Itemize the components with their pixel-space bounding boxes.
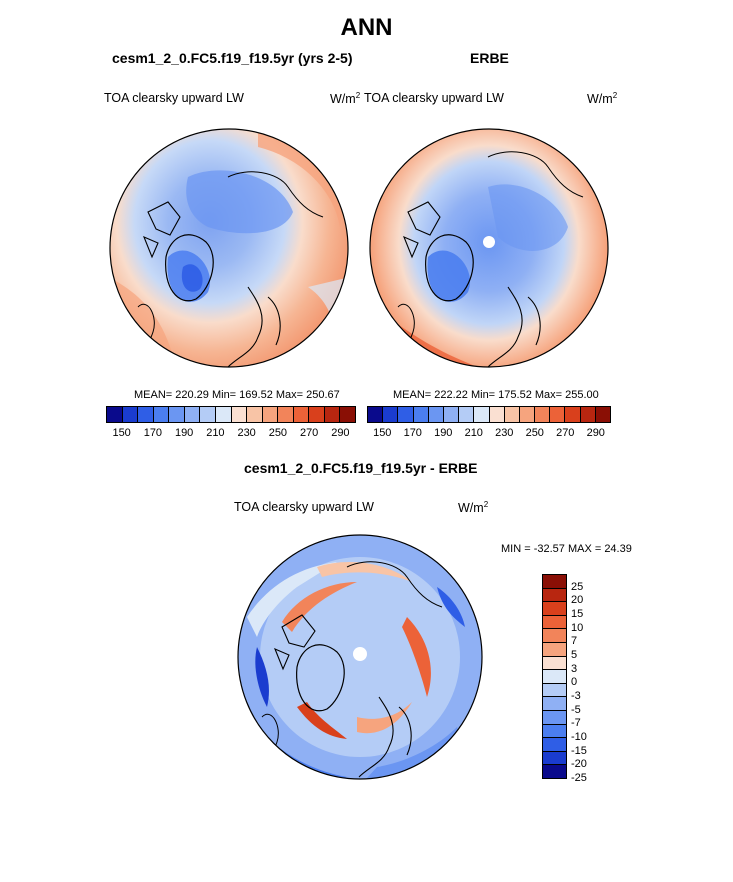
colorbar-box bbox=[543, 642, 566, 657]
colorbar-tick-label: 290 bbox=[586, 427, 605, 439]
obs-units-label: W/m2 bbox=[587, 91, 618, 107]
colorbar-box bbox=[550, 407, 566, 422]
colorbar-box bbox=[340, 407, 355, 422]
diff-stats-label: MIN = -32.57 MAX = 24.39 bbox=[501, 543, 632, 555]
colorbar-box bbox=[543, 670, 566, 684]
colorbar-box bbox=[200, 407, 216, 422]
colorbar-box bbox=[278, 407, 294, 422]
colorbar-box bbox=[543, 575, 566, 589]
model-units-label: W/m2 bbox=[330, 91, 361, 107]
colorbar-box bbox=[428, 407, 444, 422]
colorbar-box bbox=[368, 407, 384, 422]
colorbar-tick-label: 7 bbox=[571, 635, 578, 648]
colorbar-box bbox=[138, 407, 154, 422]
colorbar-box bbox=[543, 724, 566, 739]
colorbar-tick-label: -5 bbox=[571, 703, 581, 716]
model-stats-label: MEAN= 220.29 Min= 169.52 Max= 250.67 bbox=[134, 389, 340, 401]
colorbar-box bbox=[413, 407, 429, 422]
obs-variable-label: TOA clearsky upward LW bbox=[364, 91, 504, 105]
obs-colorbar bbox=[367, 406, 611, 423]
model-polar-map bbox=[109, 128, 349, 368]
colorbar-tick-label: 170 bbox=[403, 427, 422, 439]
colorbar-box bbox=[231, 407, 248, 422]
colorbar-tick-label: 0 bbox=[571, 676, 578, 689]
colorbar-box bbox=[459, 407, 475, 422]
model-panel-title: cesm1_2_0.FC5.f19_f19.5yr (yrs 2-5) bbox=[112, 50, 353, 66]
colorbar-box bbox=[247, 407, 263, 422]
colorbar-box bbox=[169, 407, 185, 422]
model-colorbar bbox=[106, 406, 356, 423]
colorbar-tick-label: -15 bbox=[571, 744, 587, 757]
colorbar-box bbox=[293, 407, 310, 422]
colorbar-tick-label: 270 bbox=[299, 427, 319, 439]
colorbar-box bbox=[122, 407, 139, 422]
model-variable-label: TOA clearsky upward LW bbox=[104, 91, 244, 105]
colorbar-tick-label: 190 bbox=[174, 427, 194, 439]
colorbar-tick-label: 15 bbox=[571, 608, 584, 620]
colorbar-tick-label: 150 bbox=[373, 427, 392, 439]
colorbar-box bbox=[215, 407, 232, 422]
colorbar-tick-label: 250 bbox=[525, 427, 544, 439]
obs-stats-label: MEAN= 222.22 Min= 175.52 Max= 255.00 bbox=[393, 389, 599, 401]
colorbar-tick-label: 170 bbox=[143, 427, 163, 439]
colorbar-tick-label: 190 bbox=[434, 427, 453, 439]
colorbar-tick-label: -10 bbox=[571, 731, 587, 743]
diff-panel-title: cesm1_2_0.FC5.f19_f19.5yr - ERBE bbox=[244, 460, 478, 476]
colorbar-tick-label: 10 bbox=[571, 621, 584, 634]
diff-polar-map bbox=[237, 534, 483, 780]
colorbar-tick-label: 230 bbox=[495, 427, 514, 439]
colorbar-tick-label: 25 bbox=[571, 580, 584, 593]
colorbar-box bbox=[262, 407, 279, 422]
obs-polar-map bbox=[369, 128, 609, 368]
colorbar-box bbox=[504, 407, 520, 422]
colorbar-box bbox=[107, 407, 123, 422]
colorbar-tick-label: 150 bbox=[112, 427, 131, 439]
colorbar-box bbox=[535, 407, 551, 422]
colorbar-box bbox=[443, 407, 460, 422]
main-title: ANN bbox=[340, 14, 393, 41]
colorbar-tick-label: -3 bbox=[571, 690, 581, 702]
colorbar-box bbox=[543, 629, 566, 643]
colorbar-box bbox=[324, 407, 341, 422]
colorbar-tick-label: 230 bbox=[237, 427, 256, 439]
colorbar-box bbox=[153, 407, 170, 422]
colorbar-tick-label: 20 bbox=[571, 594, 584, 607]
diff-units-label: W/m2 bbox=[458, 500, 489, 516]
colorbar-tick-label: 290 bbox=[331, 427, 350, 439]
colorbar-box bbox=[543, 656, 566, 671]
colorbar-box bbox=[543, 738, 566, 752]
colorbar-tick-label: -7 bbox=[571, 717, 581, 730]
colorbar-box bbox=[543, 710, 566, 725]
colorbar-box bbox=[474, 407, 490, 422]
colorbar-box bbox=[519, 407, 536, 422]
colorbar-box bbox=[543, 615, 566, 630]
colorbar-tick-label: 3 bbox=[571, 662, 578, 675]
colorbar-box bbox=[543, 765, 566, 778]
colorbar-box bbox=[543, 602, 566, 616]
colorbar-tick-label: 5 bbox=[571, 649, 578, 661]
colorbar-box bbox=[383, 407, 399, 422]
colorbar-box bbox=[184, 407, 201, 422]
colorbar-box bbox=[543, 683, 566, 698]
colorbar-box bbox=[543, 697, 566, 711]
colorbar-box bbox=[398, 407, 414, 422]
colorbar-box bbox=[580, 407, 596, 422]
colorbar-box bbox=[595, 407, 610, 422]
colorbar-box bbox=[543, 588, 566, 603]
diff-variable-label: TOA clearsky upward LW bbox=[234, 500, 374, 514]
colorbar-box bbox=[543, 751, 566, 766]
colorbar-tick-label: 210 bbox=[206, 427, 225, 439]
colorbar-tick-label: -20 bbox=[571, 758, 587, 771]
diff-colorbar bbox=[542, 574, 567, 779]
colorbar-box bbox=[309, 407, 325, 422]
colorbar-tick-label: 250 bbox=[268, 427, 288, 439]
colorbar-box bbox=[565, 407, 581, 422]
colorbar-tick-label: 210 bbox=[464, 427, 483, 439]
colorbar-tick-label: 270 bbox=[556, 427, 575, 439]
colorbar-box bbox=[489, 407, 505, 422]
colorbar-tick-label: -25 bbox=[571, 772, 587, 784]
obs-panel-title: ERBE bbox=[470, 50, 509, 66]
